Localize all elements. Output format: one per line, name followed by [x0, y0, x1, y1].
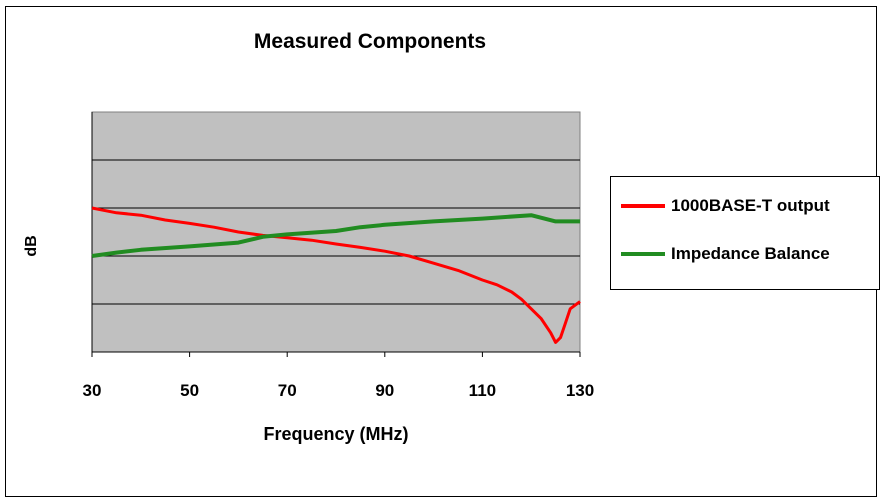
series-line-1000base-t-output [91, 206, 581, 344]
legend-label: 1000BASE-T output [671, 196, 830, 215]
legend: 1000BASE-T output Impedance Balance [610, 176, 880, 290]
legend-item-impedance-balance: Impedance Balance [621, 239, 830, 269]
legend-swatch-green [621, 252, 665, 256]
x-tick-label: 110 [469, 381, 496, 400]
chart-title: Measured Components [253, 30, 487, 53]
x-tick-label: 50 [180, 381, 199, 400]
legend-item-1000base-t-output: 1000BASE-T output [621, 191, 830, 221]
x-axis-label: Frequency (MHz) [263, 424, 409, 444]
legend-swatch-red [621, 204, 665, 208]
series-line-impedance-balance [91, 213, 580, 258]
x-tick-label: 90 [375, 381, 394, 400]
x-tick-label: 30 [83, 381, 102, 400]
legend-label: Impedance Balance [671, 244, 830, 263]
x-tick-label: 70 [278, 381, 297, 400]
x-tick-label: 130 [566, 381, 594, 400]
